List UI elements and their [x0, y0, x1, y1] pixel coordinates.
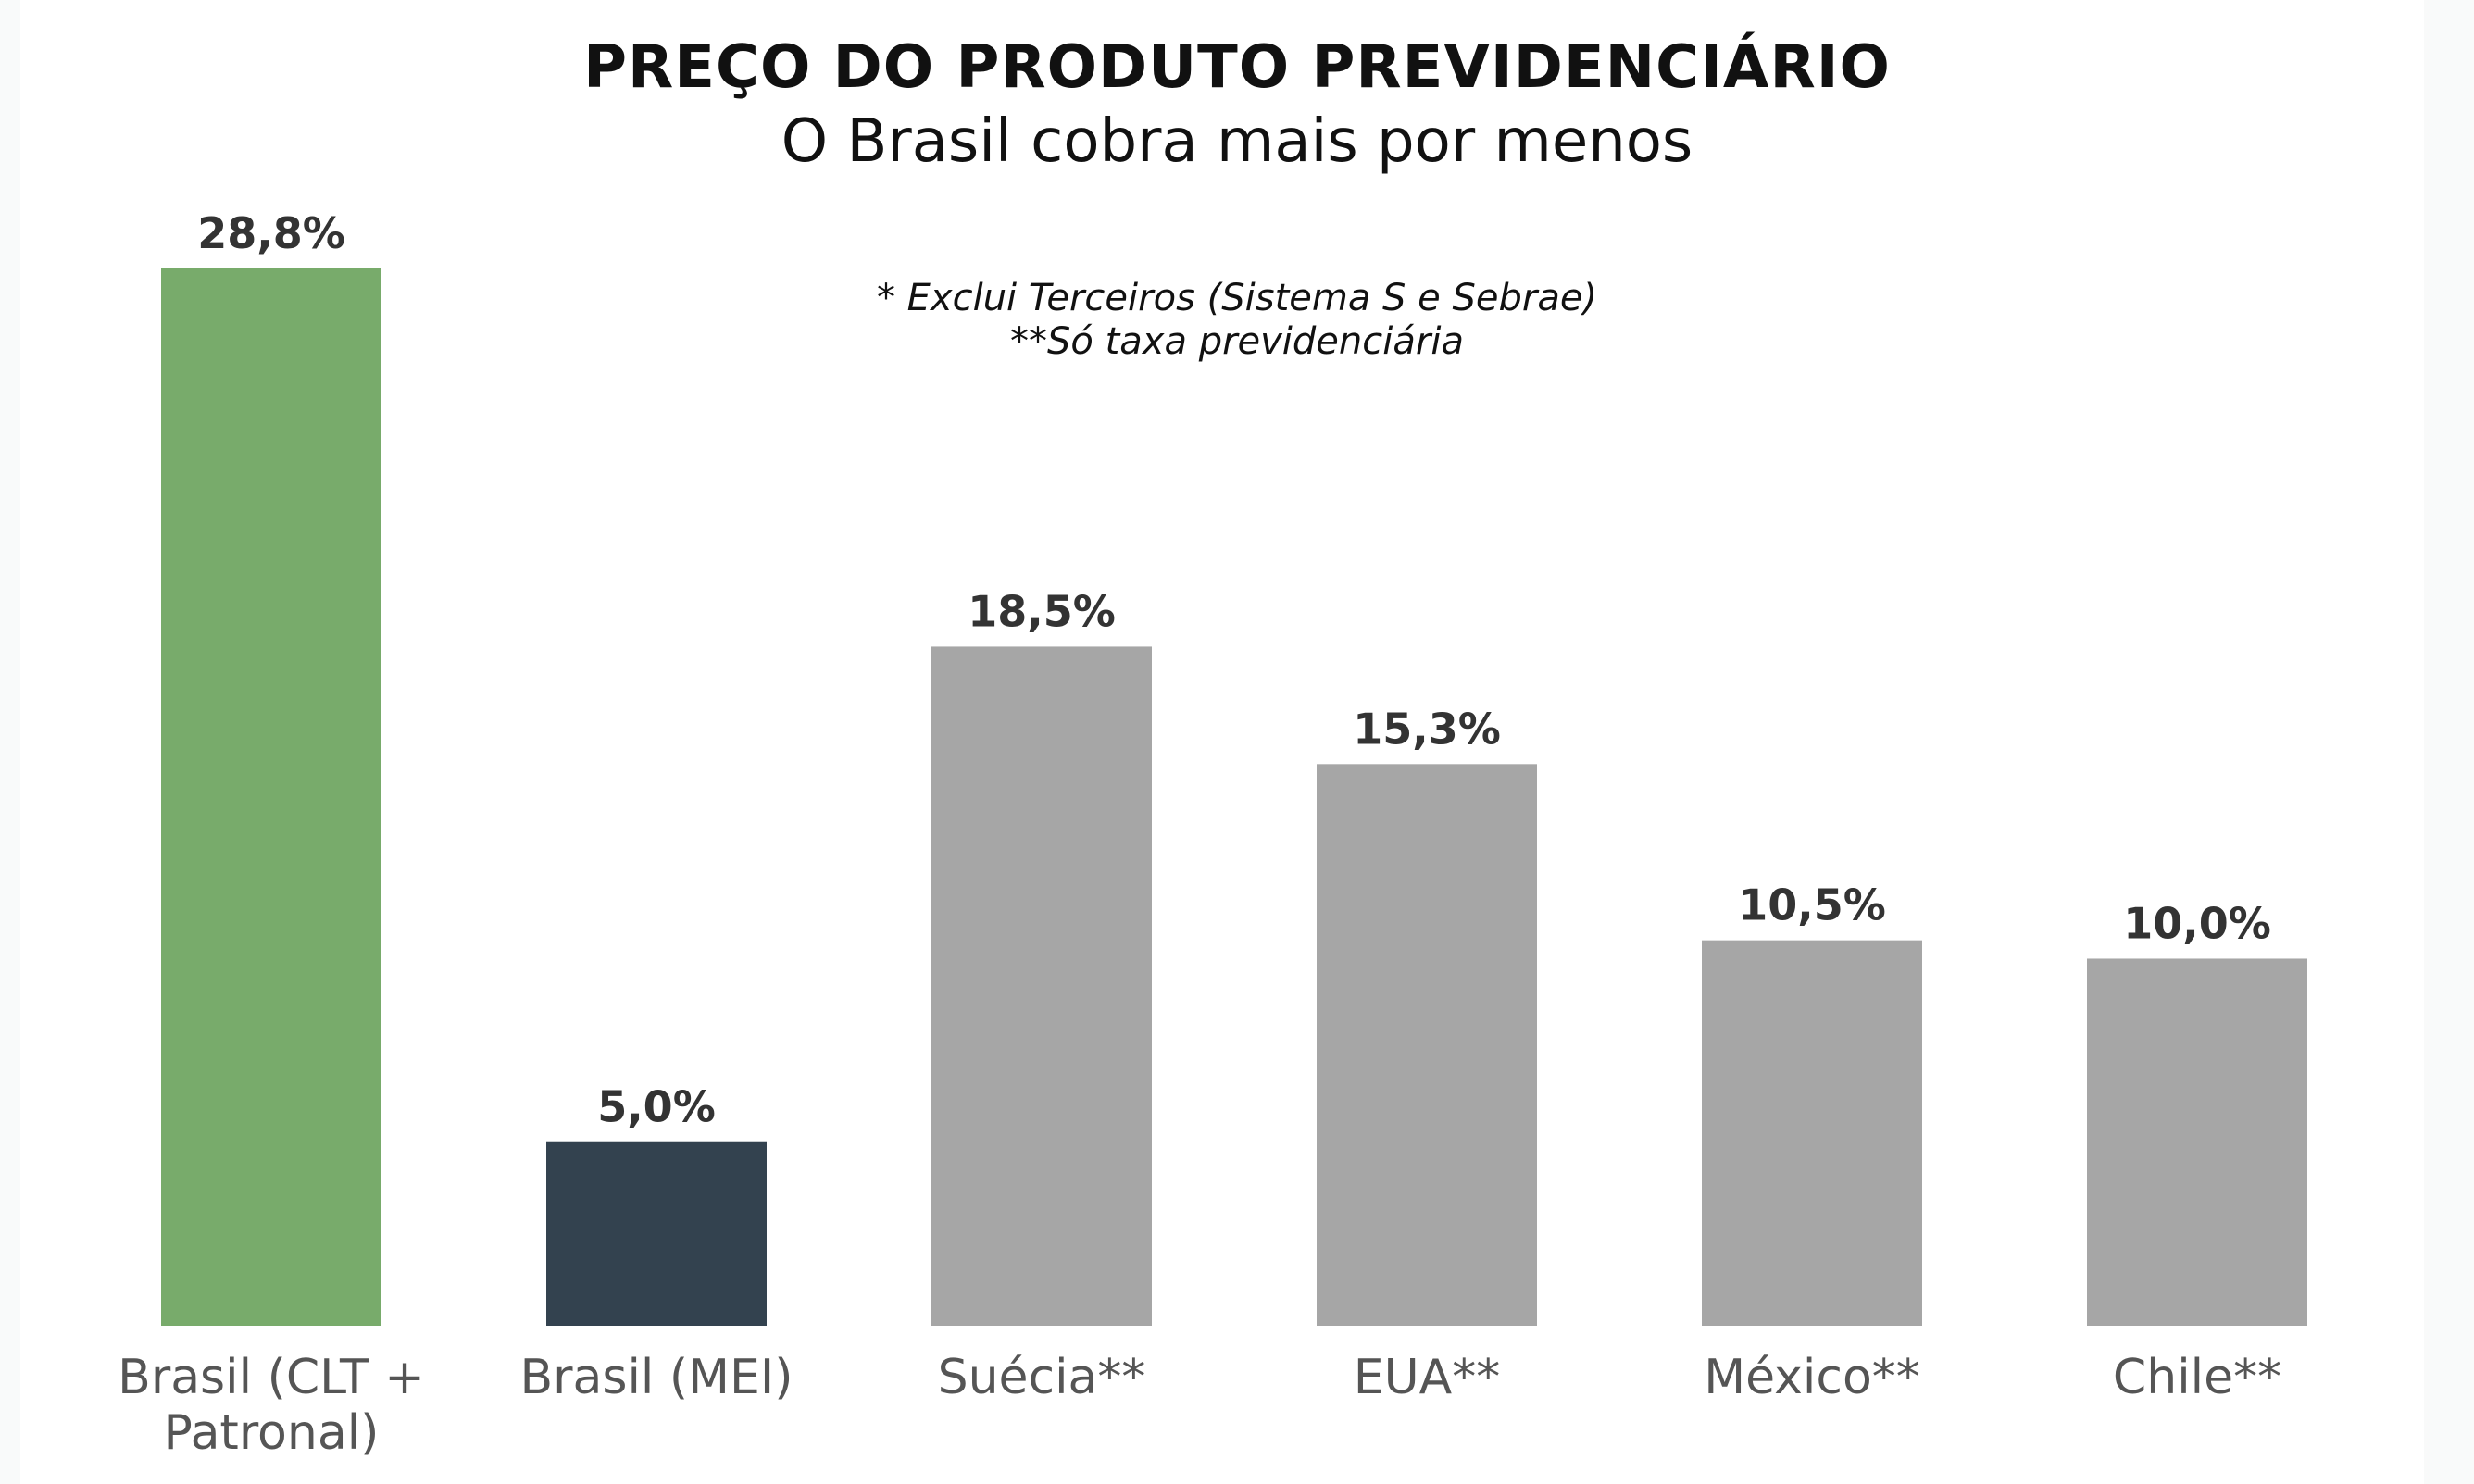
value-label-3: 15,3%: [1353, 704, 1501, 754]
category-label-0-line-0: Brasil (CLT +: [118, 1350, 425, 1405]
category-label-1: Brasil (MEI): [519, 1350, 793, 1405]
bar-4: [1702, 940, 1922, 1326]
bar-2: [931, 646, 1152, 1326]
category-label-2: Suécia**: [938, 1350, 1146, 1405]
category-label-3: EUA**: [1354, 1350, 1501, 1405]
bar-5: [2087, 958, 2307, 1326]
value-label-5: 10,0%: [2123, 898, 2271, 948]
chart-title: PREÇO DO PRODUTO PREVIDENCIÁRIO: [583, 33, 1891, 102]
footnote-exclusion: * Exclui Terceiros (Sistema S e Sebrae): [876, 277, 1598, 319]
category-label-4: México**: [1704, 1350, 1920, 1405]
value-label-1: 5,0%: [597, 1082, 716, 1132]
category-label-0-line-1: Patronal): [164, 1405, 380, 1461]
chart-panel: [20, 0, 2424, 1484]
bar-3: [1317, 764, 1537, 1326]
value-label-2: 18,5%: [968, 586, 1116, 636]
bar-1: [546, 1141, 767, 1326]
chart-subtitle: O Brasil cobra mais por menos: [781, 107, 1693, 176]
category-label-5: Chile**: [2113, 1350, 2281, 1405]
footnote-pension-only: **Só taxa previdenciária: [1010, 320, 1464, 363]
value-label-0: 28,8%: [197, 208, 345, 258]
bar-0: [161, 268, 381, 1326]
value-label-4: 10,5%: [1738, 880, 1886, 930]
